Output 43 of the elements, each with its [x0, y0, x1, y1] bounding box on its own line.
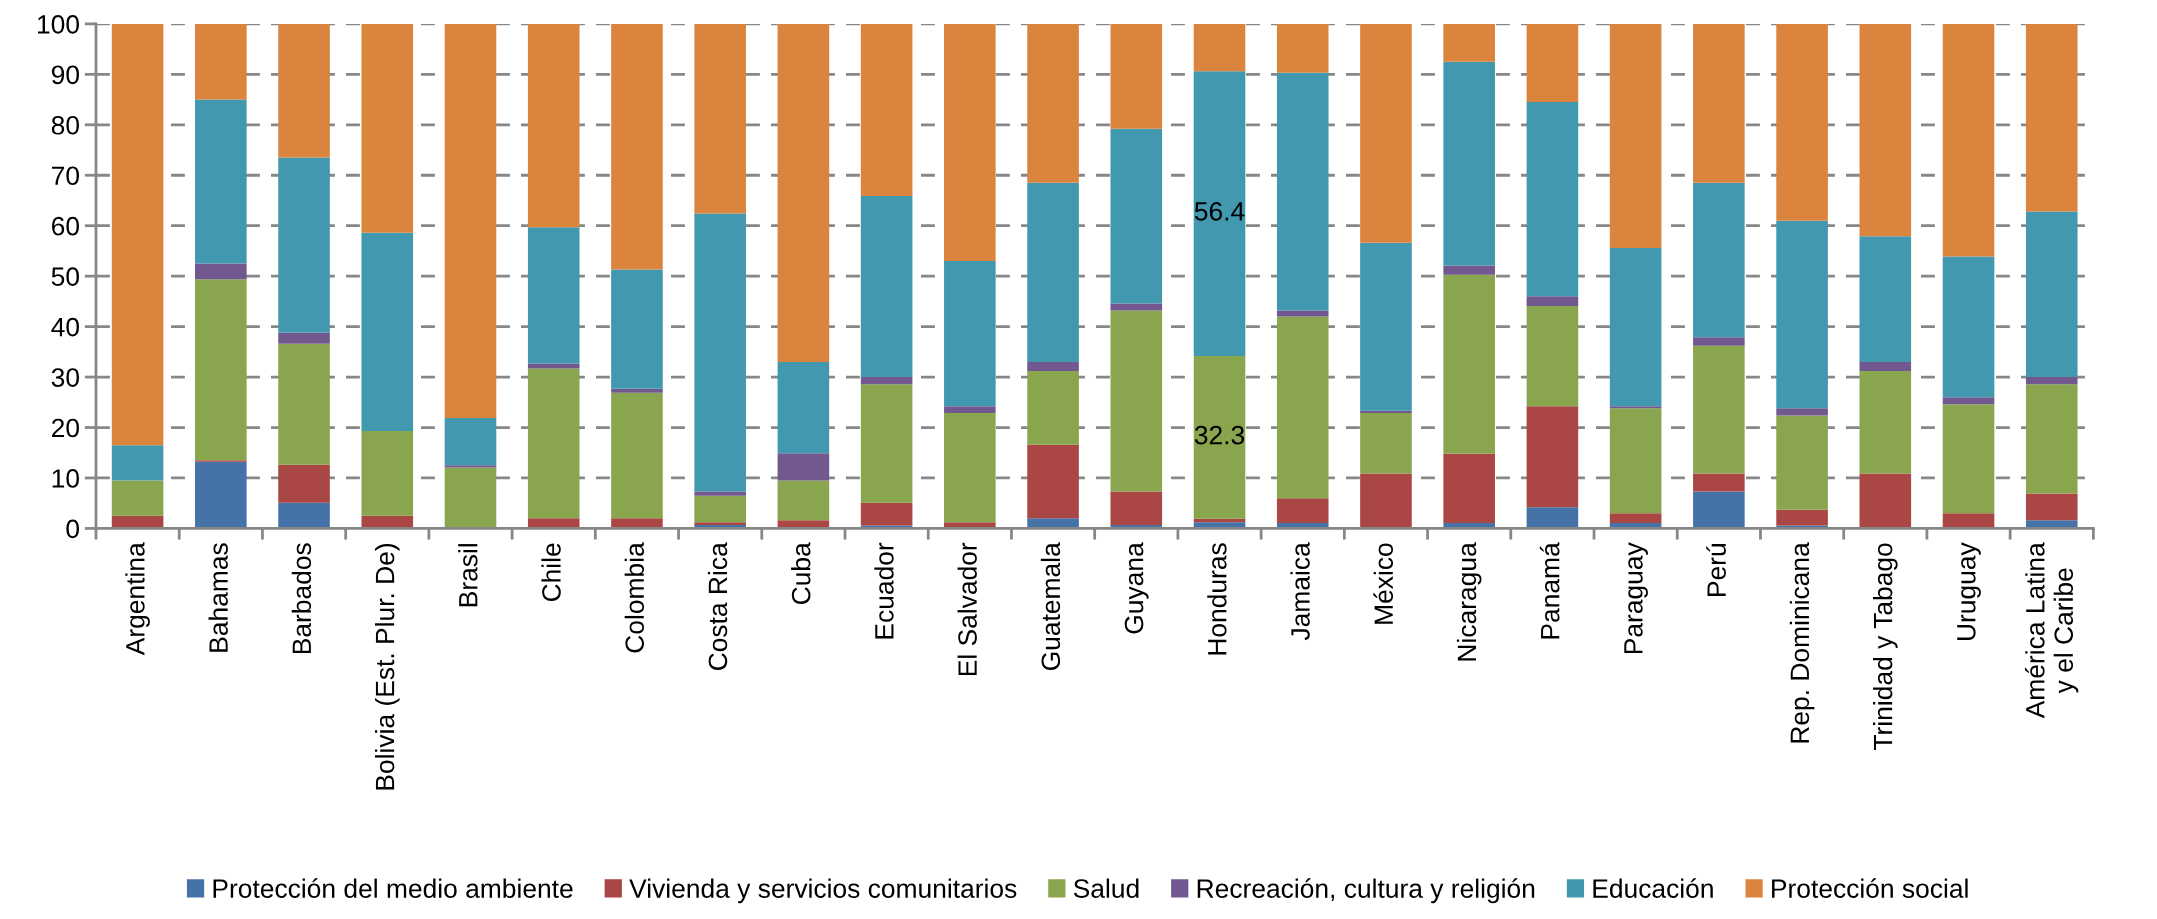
legend-label: Educación — [1593, 878, 1713, 898]
y-tick-label: 60 — [52, 216, 79, 236]
x-tick-label: Cuba — [791, 542, 811, 605]
x-tick-label: Barbados — [291, 543, 312, 654]
x-tick-label: Honduras — [1207, 543, 1227, 655]
y-tick-label: 30 — [51, 368, 79, 387]
x-tick-label: Trinidad y Tabago — [1873, 543, 1898, 751]
y-tick-label: 70 — [52, 166, 79, 186]
x-tick-label: Guatemala — [1040, 542, 1061, 671]
y-tick-label: 50 — [51, 267, 79, 286]
x-tick-label: Rep. Dominicana — [1789, 542, 1815, 743]
y-tick-label: 100 — [38, 15, 79, 34]
y-tick-label: 40 — [51, 317, 79, 337]
x-tick-label: Perú — [1706, 544, 1726, 596]
x-tick-label: Uruguay — [1957, 542, 1981, 641]
x-tick-label: Colombia — [624, 542, 645, 653]
x-tick-label: Panamá — [1539, 542, 1560, 639]
x-tick-label: Costa Rica — [707, 542, 728, 671]
y-tick-label: 10 — [52, 469, 79, 488]
x-tick-label: Paraguay — [1624, 542, 1648, 654]
x-tick-label: Ecuador — [874, 542, 894, 639]
legend-label: Salud — [1073, 878, 1139, 898]
y-tick-label: 0 — [66, 519, 79, 539]
legend-label: Recreación, cultura y religión — [1197, 878, 1535, 904]
data-label: 56.4 — [1194, 201, 1245, 221]
y-tick-label: 20 — [51, 418, 79, 438]
legend-label: Vivienda y servicios comunitarios — [629, 878, 1017, 904]
x-tick-label: Chile — [541, 543, 561, 602]
x-tick-label: Jamaica — [1290, 542, 1310, 641]
x-tick-label: Argentina — [125, 542, 150, 656]
x-tick-label: El Salvador — [957, 542, 977, 676]
x-tick-label: Brasil — [458, 544, 478, 607]
x-tick-label: Nicaragua — [1456, 542, 1482, 661]
legend-label: Protección del medio ambiente — [213, 878, 573, 898]
x-tick-label: Bahamas — [208, 543, 228, 652]
x-tick-label: México — [1373, 543, 1394, 624]
x-tick-label: Guyana — [1124, 542, 1149, 634]
y-tick-label: 90 — [51, 65, 79, 85]
legend-label: Protección social — [1772, 878, 1968, 898]
x-tick-label: América Latina y el Caribe — [2024, 542, 2079, 719]
y-tick-label: 80 — [51, 115, 79, 135]
x-tick-label: Bolivia (Est. Plur. De) — [374, 543, 400, 790]
data-label: 32.3 — [1194, 425, 1245, 445]
